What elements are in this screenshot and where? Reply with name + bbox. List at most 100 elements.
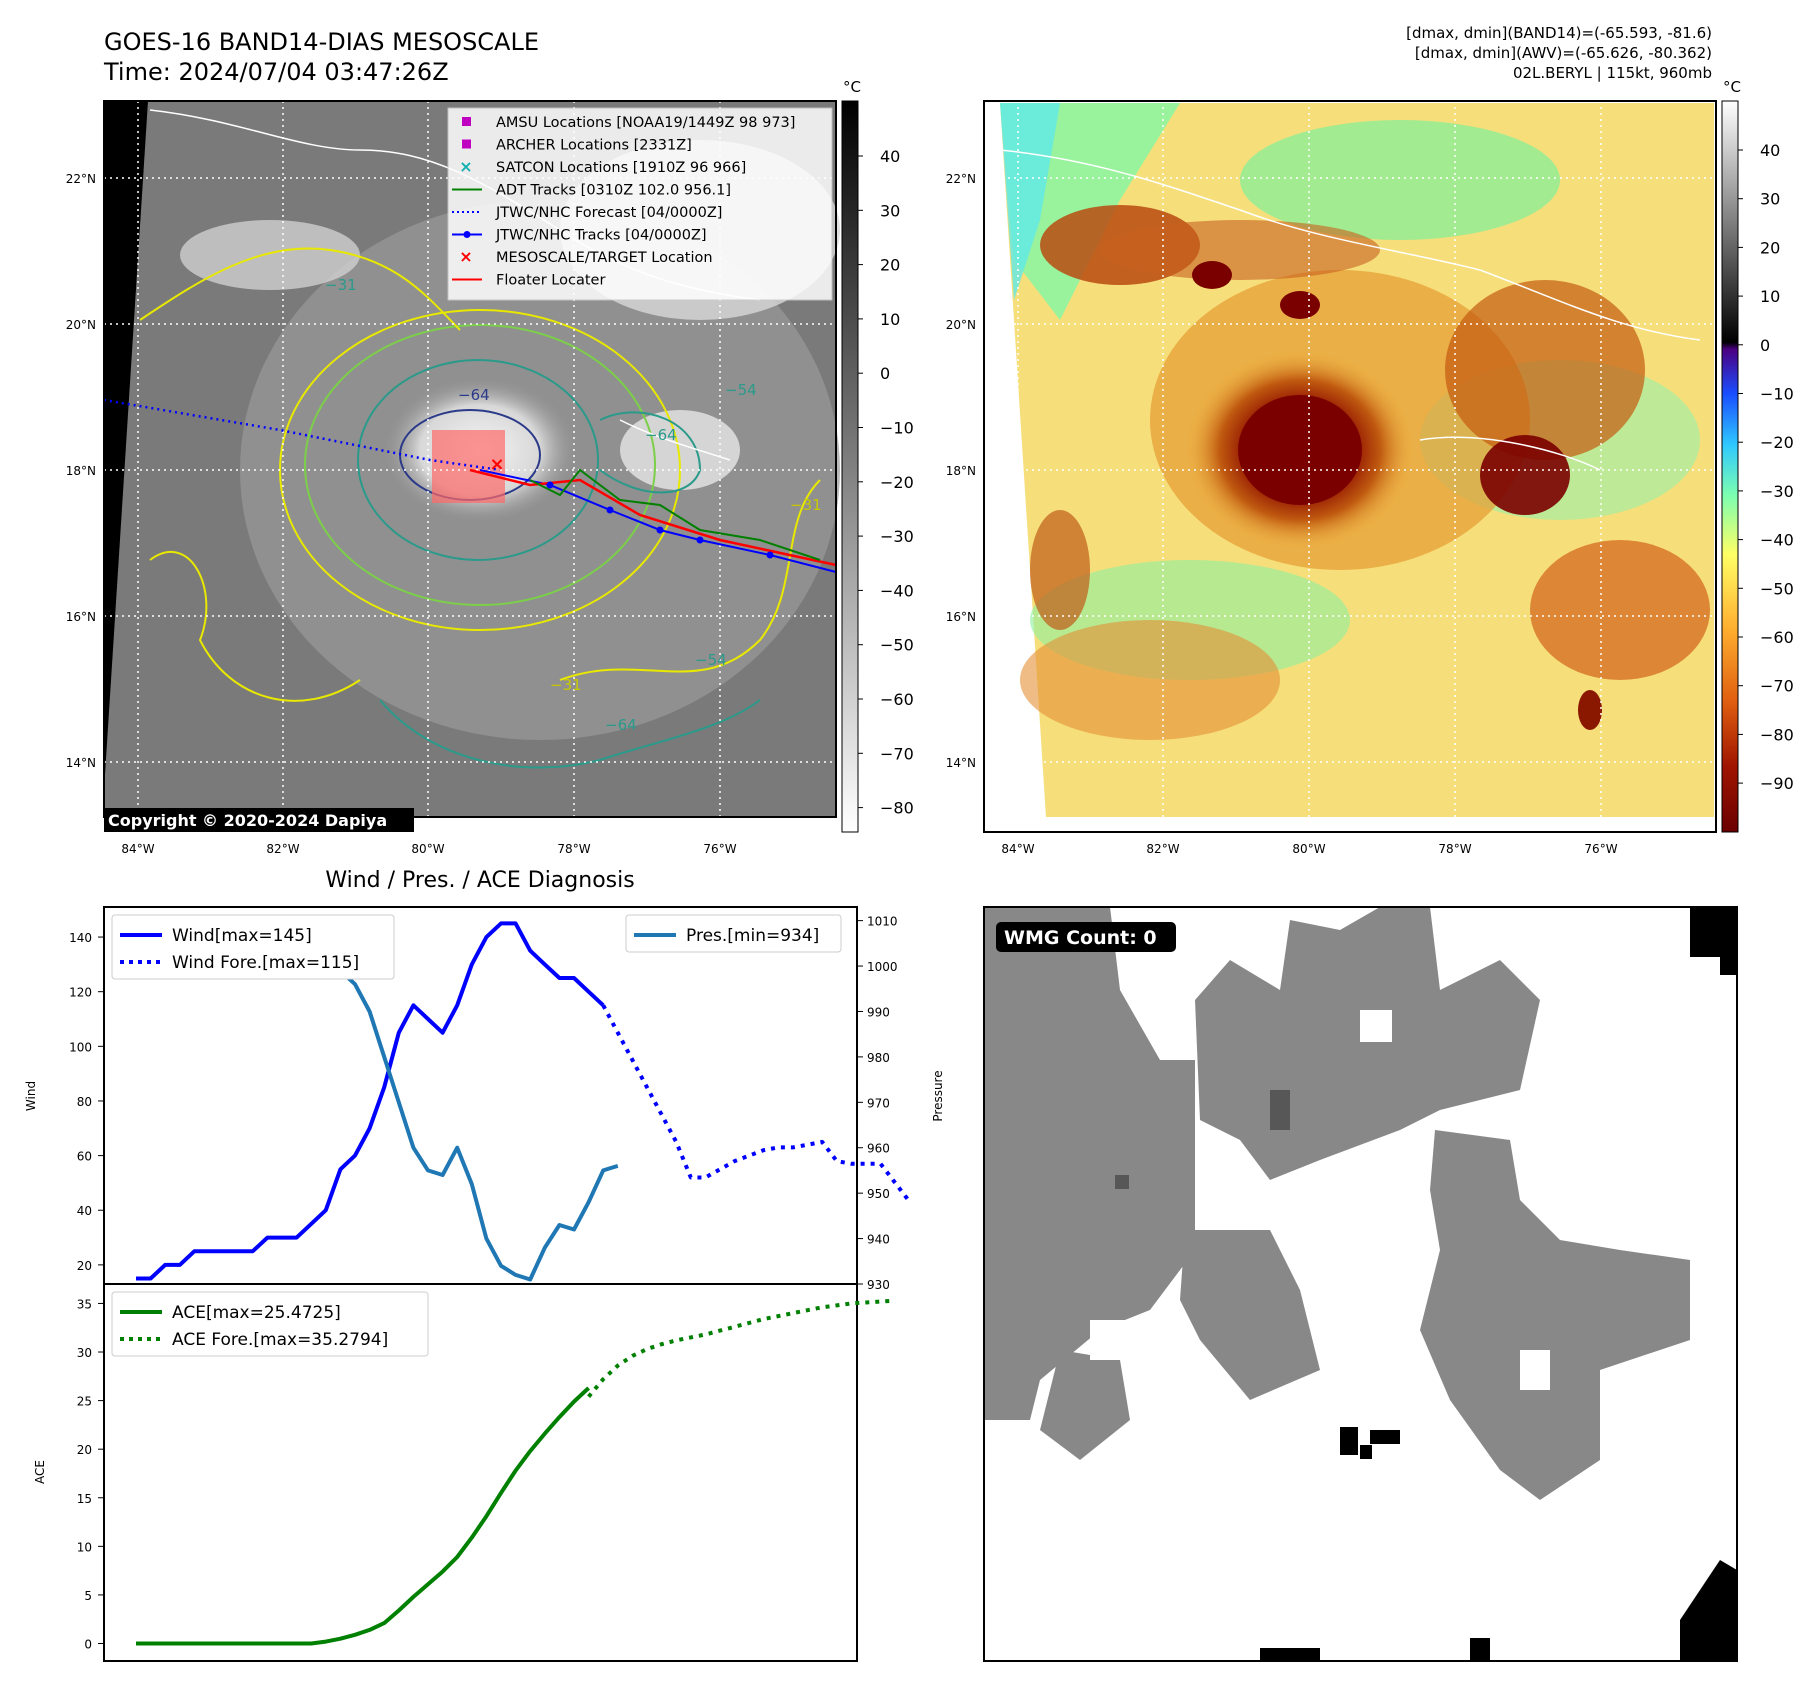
pressure-tick-label: 960: [867, 1142, 890, 1156]
storm-info: 02L.BERYL | 115kt, 960mb: [1513, 64, 1712, 82]
figure-time: Time: 2024/07/04 03:47:26Z: [103, 58, 449, 86]
ir-axis-labels: 22°N 20°N 18°N 16°N 14°N 84°W 82°W 80°W 78°W 76°W: [66, 172, 737, 856]
pressure-tick-label: 930: [867, 1278, 890, 1292]
y-tick-label: 25: [77, 1395, 92, 1409]
legend-entry: AMSU Locations [NOAA19/1449Z 98 973]: [462, 115, 795, 131]
colorbar-tick-label: −80: [1760, 725, 1794, 744]
y-tick-label: 40: [77, 1204, 92, 1218]
legend-label: MESOSCALE/TARGET Location: [496, 250, 713, 266]
legend-square-icon: [462, 139, 471, 149]
chart-legend-label: Wind[max=145]: [172, 926, 312, 946]
legend-label: SATCON Locations [1910Z 96 966]: [496, 160, 746, 176]
ir-colorbar-unit: °C: [843, 78, 861, 96]
contour-label: −54: [695, 651, 727, 669]
colorbar-tick-label: −80: [880, 799, 914, 818]
lon-tick-label: 76°W: [1584, 842, 1617, 856]
pressure-tick-label: 980: [867, 1051, 890, 1065]
legend-x-icon: ×: [459, 247, 472, 266]
colorbar-tick-label: −70: [1760, 677, 1794, 696]
legend-entry: × SATCON Locations [1910Z 96 966]: [459, 157, 746, 176]
pressure-axis-label: Pressure: [931, 1070, 945, 1121]
lon-tick-label: 78°W: [557, 842, 590, 856]
legend-entry: ARCHER Locations [2331Z]: [462, 138, 692, 154]
lat-tick-label: 18°N: [66, 464, 96, 478]
lat-tick-label: 16°N: [66, 610, 96, 624]
y-tick-label: 30: [77, 1346, 92, 1360]
colorbar-tick-label: 10: [880, 310, 900, 329]
wmg-count-label: WMG Count: 0: [1004, 927, 1157, 949]
lon-tick-label: 84°W: [121, 842, 154, 856]
colorbar-tick-label: −20: [1760, 433, 1794, 452]
wind-axis-label: Wind: [24, 1081, 38, 1111]
floater-box: [432, 430, 505, 503]
chart-legend: Wind[max=145] Wind Fore.[max=115]: [111, 914, 395, 980]
colorbar-tick-label: 20: [1760, 238, 1780, 257]
lat-tick-label: 20°N: [946, 318, 976, 332]
contour-label: −64: [605, 716, 637, 734]
colorbar-tick-label: −50: [1760, 579, 1794, 598]
legend-entry: × MESOSCALE/TARGET Location: [459, 247, 712, 266]
colorbar-tick-label: 0: [880, 364, 890, 383]
lat-tick-label: 20°N: [66, 318, 96, 332]
figure-title: GOES-16 BAND14-DIAS MESOSCALE: [104, 28, 539, 56]
colorbar-tick-label: −90: [1760, 774, 1794, 793]
y-tick-label: 60: [77, 1150, 92, 1164]
legend-entry: ADT Tracks [0310Z 102.0 956.1]: [452, 183, 731, 199]
series-line-0: [136, 1386, 590, 1646]
colorbar-tick-label: −40: [880, 581, 914, 600]
ir-legend: AMSU Locations [NOAA19/1449Z 98 973] ARCH…: [447, 107, 833, 301]
y-tick-label: 35: [77, 1297, 92, 1311]
contour-label: −64: [458, 386, 490, 404]
colorbar-tick-label: 40: [880, 147, 900, 166]
ace-axis-label: ACE: [33, 1460, 47, 1484]
contour-label: −31: [790, 496, 822, 514]
adt-track-line: [529, 468, 821, 561]
colorbar-tick-label: 30: [880, 201, 900, 220]
y-tick-label: 0: [84, 1638, 92, 1652]
wind-pressure-chart: 20 40 60 80 100 120 140 930 940 950 960 970 980 990 10…: [69, 906, 912, 1292]
pressure-tick-label: 950: [867, 1187, 890, 1201]
contour-label: −31: [550, 676, 582, 694]
chart-legend: Pres.[min=934]: [625, 914, 842, 953]
colorbar-tick-label: −50: [880, 636, 914, 655]
lat-tick-label: 22°N: [946, 172, 976, 186]
colorbar-tick-label: −10: [1760, 385, 1794, 404]
contour-label: −64: [645, 426, 677, 444]
colorbar-tick-label: −30: [1760, 482, 1794, 501]
colorbar-tick-label: −60: [880, 690, 914, 709]
lon-tick-label: 78°W: [1438, 842, 1471, 856]
contour-label: −54: [725, 381, 757, 399]
y-tick-label: 20: [77, 1259, 92, 1273]
y-tick-label: 140: [69, 931, 92, 945]
legend-entry: JTWC/NHC Forecast [04/0000Z]: [452, 205, 722, 221]
chart-legend-label: ACE Fore.[max=35.2794]: [172, 1330, 388, 1350]
legend-square-icon: [462, 117, 471, 126]
lon-tick-label: 84°W: [1001, 842, 1034, 856]
lon-tick-label: 76°W: [703, 842, 736, 856]
y-tick-label: 120: [69, 986, 92, 1000]
legend-label: JTWC/NHC Forecast [04/0000Z]: [495, 205, 722, 221]
lon-tick-label: 82°W: [1146, 842, 1179, 856]
colorbar-tick-label: −60: [1760, 628, 1794, 647]
legend-entry: JTWC/NHC Tracks [04/0000Z]: [452, 228, 707, 244]
series-line-0: [136, 921, 605, 1281]
legend-dot-icon: [463, 231, 471, 238]
pressure-tick-label: 1010: [867, 915, 898, 929]
y-tick-label: 20: [77, 1443, 92, 1457]
chart-legend: ACE[max=25.4725] ACE Fore.[max=35.2794]: [111, 1291, 429, 1357]
contour-label: −31: [325, 276, 357, 294]
forecast-track-line: [103, 398, 501, 472]
legend-label: JTWC/NHC Tracks [04/0000Z]: [495, 228, 707, 244]
pressure-tick-label: 940: [867, 1233, 890, 1247]
lat-tick-label: 22°N: [66, 172, 96, 186]
legend-entry: Floater Locater: [452, 273, 605, 289]
legend-label: AMSU Locations [NOAA19/1449Z 98 973]: [496, 115, 795, 131]
pressure-tick-label: 1000: [867, 960, 898, 974]
copyright-label: Copyright © 2020-2024 Dapiya: [108, 811, 387, 830]
awv-axis-labels: 22°N 20°N 18°N 16°N 14°N 84°W 82°W 80°W 78°W 76°W: [946, 172, 1618, 856]
colorbar-tick-label: −10: [880, 419, 914, 438]
lat-tick-label: 14°N: [946, 756, 976, 770]
ir-colorbar: °C 40 30 20 10 0 −10 −20 −30 −40 −50 −60 −70 −80: [841, 78, 914, 833]
legend-x-icon: ×: [459, 157, 472, 176]
